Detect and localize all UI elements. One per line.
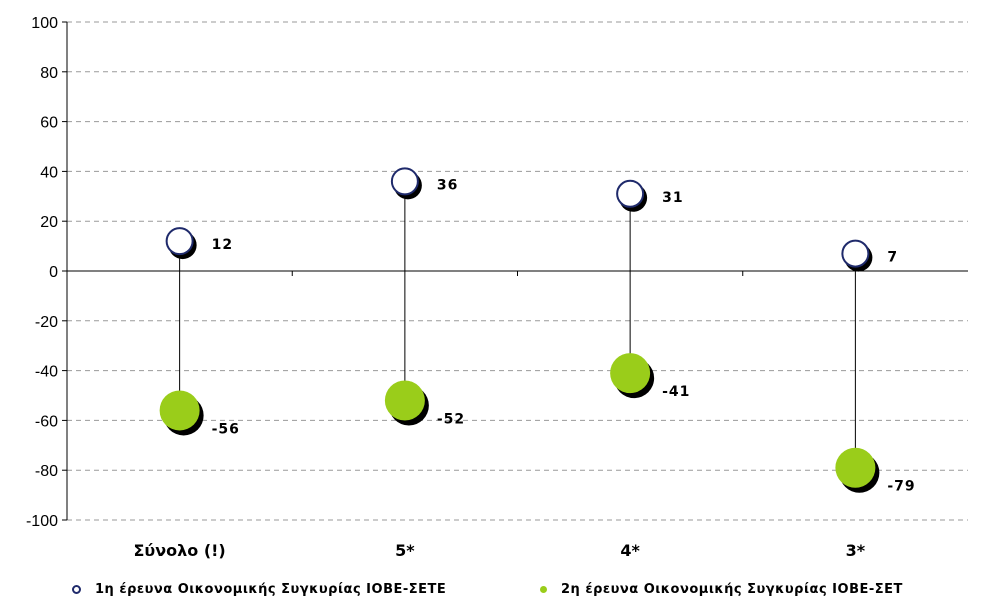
series-2-data-label: -41 [662,384,690,400]
y-tick-label: 40 [40,164,58,181]
category-label: 5* [395,541,415,560]
y-tick-label: -80 [35,463,58,480]
series-2-point [610,353,651,394]
y-tick-label: -20 [35,314,58,331]
series-2-point [384,380,425,421]
y-tick-label: 0 [49,264,58,281]
y-tick-label: 60 [40,115,58,132]
series-1-data-label: 31 [662,190,683,206]
category-label: 4* [620,541,640,560]
chart-svg: 100 80 60 40 20 0 -20 -40 -60 -80 -100 Σύνολο (!) 5*… [26,15,968,560]
series-2-data-label: -79 [887,479,915,495]
series-2-data-label: -56 [212,421,240,437]
legend-label-series-1: 1η έρευνα Οικονομικής Συγκυρίας ΙΟΒΕ-ΣΕΤ… [95,582,447,597]
category-label: 3* [846,541,866,560]
y-tick-label: 20 [40,214,58,231]
series-1-data-label: 36 [437,177,458,193]
series-1-point [841,239,870,268]
legend: 1η έρευνα Οικονομικής Συγκυρίας ΙΟΒΕ-ΣΕΤ… [0,582,985,604]
series-1-point [390,167,419,196]
legend-item-series-1: 1η έρευνα Οικονομικής Συγκυρίας ΙΟΒΕ-ΣΕΤ… [72,582,446,597]
y-tick-label: -100 [26,513,58,530]
hollow-circle-icon [72,585,81,594]
series-1-data-label: 12 [212,237,233,253]
y-tick-label: 80 [40,65,58,82]
series-2-point [159,390,200,431]
y-tick-label: -40 [35,364,58,381]
y-tick-label: -60 [35,413,58,430]
series-1-point [616,179,645,208]
legend-label-series-2: 2η έρευνα Οικονομικής Συγκυρίας ΙΟΒΕ-ΣΕΤ [561,582,903,597]
legend-item-series-2: 2η έρευνα Οικονομικής Συγκυρίας ΙΟΒΕ-ΣΕΤ [540,582,903,597]
series-2-point [835,447,876,488]
series-1-point [165,227,194,256]
y-tick-label: 100 [31,15,58,32]
series-2-data-label: -52 [437,411,465,427]
category-label: Σύνολο (!) [134,541,226,560]
series-1-data-label: 7 [887,250,898,266]
filled-circle-icon [540,586,547,593]
